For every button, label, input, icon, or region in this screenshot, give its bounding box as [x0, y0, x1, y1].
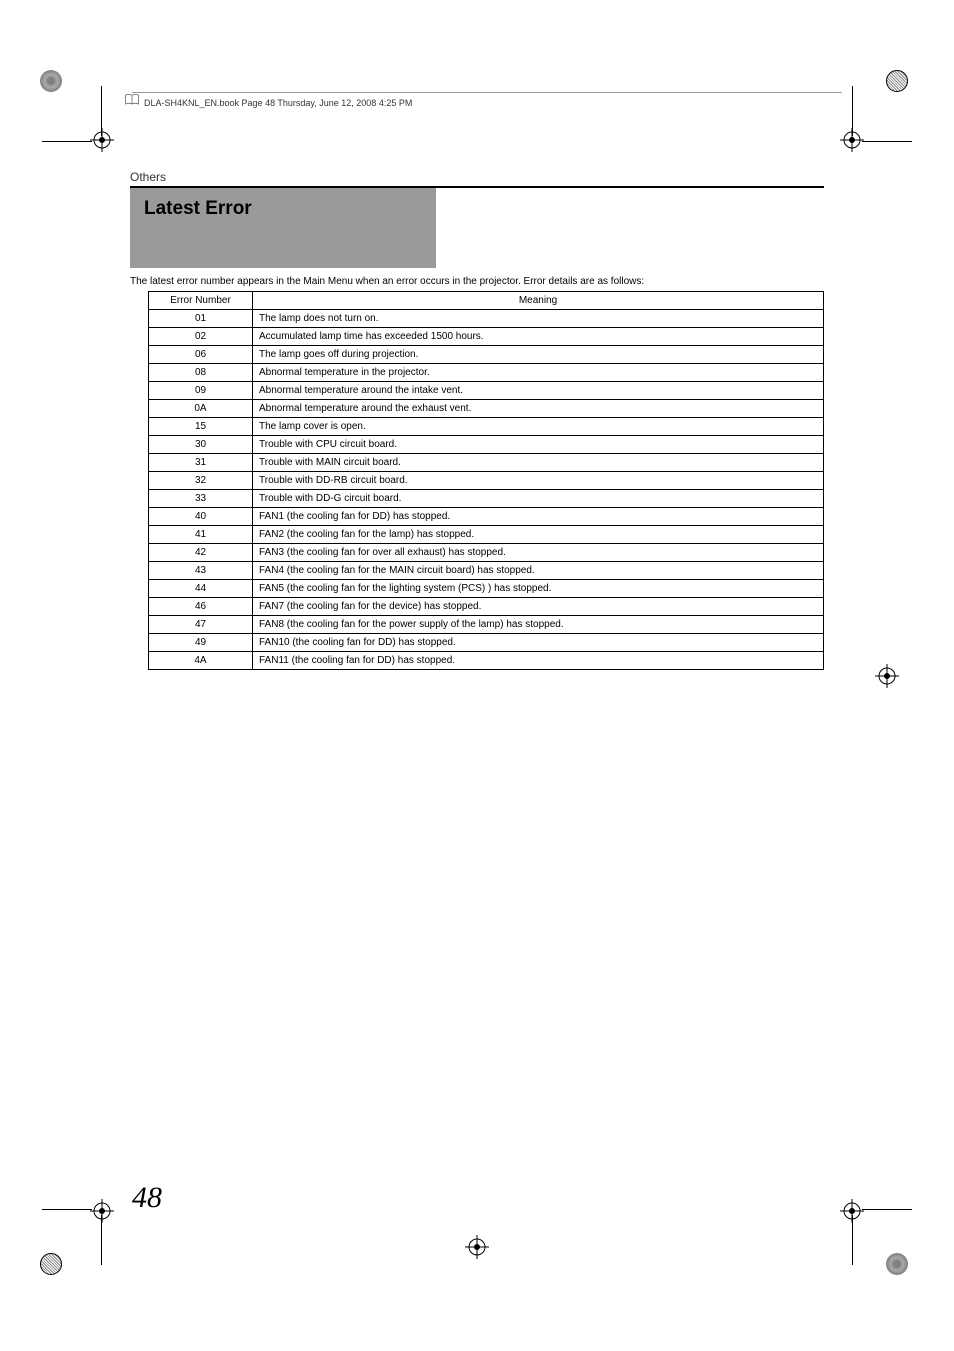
error-meaning-cell: Abnormal temperature around the intake v… — [253, 382, 824, 400]
table-row: 15The lamp cover is open. — [149, 418, 824, 436]
error-number-cell: 47 — [149, 616, 253, 634]
table-row: 42FAN3 (the cooling fan for over all exh… — [149, 544, 824, 562]
table-row: 40FAN1 (the cooling fan for DD) has stop… — [149, 508, 824, 526]
error-number-cell: 02 — [149, 328, 253, 346]
table-row: 08Abnormal temperature in the projector. — [149, 364, 824, 382]
table-row: 49FAN10 (the cooling fan for DD) has sto… — [149, 634, 824, 652]
table-row: 06The lamp goes off during projection. — [149, 346, 824, 364]
crop-mark-top-right — [886, 70, 914, 98]
crop-mark-bottom-right — [886, 1253, 914, 1281]
error-number-cell: 09 — [149, 382, 253, 400]
error-table: Error Number Meaning 01The lamp does not… — [148, 291, 824, 670]
error-number-cell: 44 — [149, 580, 253, 598]
error-number-cell: 43 — [149, 562, 253, 580]
error-meaning-cell: The lamp does not turn on. — [253, 310, 824, 328]
crop-mark-bottom-left — [40, 1253, 68, 1281]
error-meaning-cell: FAN1 (the cooling fan for DD) has stoppe… — [253, 508, 824, 526]
error-number-cell: 01 — [149, 310, 253, 328]
page-frame: DLA-SH4KNL_EN.book Page 48 Thursday, Jun… — [112, 92, 842, 1221]
error-meaning-cell: Trouble with DD-RB circuit board. — [253, 472, 824, 490]
table-row: 43FAN4 (the cooling fan for the MAIN cir… — [149, 562, 824, 580]
error-meaning-cell: The lamp goes off during projection. — [253, 346, 824, 364]
table-row: 46FAN7 (the cooling fan for the device) … — [149, 598, 824, 616]
registration-mark — [465, 1235, 489, 1259]
table-header: Meaning — [253, 292, 824, 310]
error-number-cell: 40 — [149, 508, 253, 526]
table-row: 01The lamp does not turn on. — [149, 310, 824, 328]
error-meaning-cell: Accumulated lamp time has exceeded 1500 … — [253, 328, 824, 346]
crop-line — [852, 86, 853, 136]
table-row: 02Accumulated lamp time has exceeded 150… — [149, 328, 824, 346]
error-meaning-cell: Abnormal temperature in the projector. — [253, 364, 824, 382]
error-number-cell: 46 — [149, 598, 253, 616]
error-meaning-cell: FAN3 (the cooling fan for over all exhau… — [253, 544, 824, 562]
page-number: 48 — [132, 1181, 162, 1215]
table-header: Error Number — [149, 292, 253, 310]
error-number-cell: 4A — [149, 652, 253, 670]
section-label: Others — [130, 170, 824, 184]
error-meaning-cell: FAN8 (the cooling fan for the power supp… — [253, 616, 824, 634]
registration-mark — [90, 1199, 114, 1223]
registration-mark — [875, 664, 899, 688]
error-meaning-cell: FAN2 (the cooling fan for the lamp) has … — [253, 526, 824, 544]
error-meaning-cell: FAN4 (the cooling fan for the MAIN circu… — [253, 562, 824, 580]
error-meaning-cell: Trouble with CPU circuit board. — [253, 436, 824, 454]
table-row: 33Trouble with DD-G circuit board. — [149, 490, 824, 508]
crop-line — [101, 86, 102, 136]
crop-line — [42, 141, 92, 142]
page-title: Latest Error — [144, 198, 252, 219]
title-bar: Latest Error — [130, 188, 436, 268]
intro-text: The latest error number appears in the M… — [130, 276, 824, 287]
header-filename: DLA-SH4KNL_EN.book Page 48 Thursday, Jun… — [144, 98, 412, 108]
error-meaning-cell: FAN10 (the cooling fan for DD) has stopp… — [253, 634, 824, 652]
crop-line — [862, 141, 912, 142]
table-row: 41FAN2 (the cooling fan for the lamp) ha… — [149, 526, 824, 544]
error-number-cell: 31 — [149, 454, 253, 472]
error-number-cell: 0A — [149, 400, 253, 418]
error-meaning-cell: Abnormal temperature around the exhaust … — [253, 400, 824, 418]
error-number-cell: 41 — [149, 526, 253, 544]
error-number-cell: 49 — [149, 634, 253, 652]
error-number-cell: 33 — [149, 490, 253, 508]
error-number-cell: 32 — [149, 472, 253, 490]
error-meaning-cell: The lamp cover is open. — [253, 418, 824, 436]
table-row: 44FAN5 (the cooling fan for the lighting… — [149, 580, 824, 598]
book-icon — [124, 93, 140, 112]
error-number-cell: 06 — [149, 346, 253, 364]
error-meaning-cell: FAN11 (the cooling fan for DD) has stopp… — [253, 652, 824, 670]
crop-line — [101, 1215, 102, 1265]
error-meaning-cell: FAN7 (the cooling fan for the device) ha… — [253, 598, 824, 616]
crop-line — [852, 1215, 853, 1265]
crop-line — [42, 1209, 92, 1210]
error-number-cell: 42 — [149, 544, 253, 562]
error-number-cell: 08 — [149, 364, 253, 382]
table-header-row: Error Number Meaning — [149, 292, 824, 310]
header-line: DLA-SH4KNL_EN.book Page 48 Thursday, Jun… — [132, 92, 842, 112]
page-content: Others Latest Error The latest error num… — [130, 170, 824, 670]
table-row: 4AFAN11 (the cooling fan for DD) has sto… — [149, 652, 824, 670]
crop-mark-top-left — [40, 70, 68, 98]
table-row: 09Abnormal temperature around the intake… — [149, 382, 824, 400]
error-meaning-cell: Trouble with DD-G circuit board. — [253, 490, 824, 508]
table-row: 31Trouble with MAIN circuit board. — [149, 454, 824, 472]
error-meaning-cell: Trouble with MAIN circuit board. — [253, 454, 824, 472]
error-number-cell: 30 — [149, 436, 253, 454]
table-row: 0AAbnormal temperature around the exhaus… — [149, 400, 824, 418]
registration-mark — [90, 128, 114, 152]
error-number-cell: 15 — [149, 418, 253, 436]
table-row: 47FAN8 (the cooling fan for the power su… — [149, 616, 824, 634]
error-meaning-cell: FAN5 (the cooling fan for the lighting s… — [253, 580, 824, 598]
crop-line — [862, 1209, 912, 1210]
table-row: 32Trouble with DD-RB circuit board. — [149, 472, 824, 490]
table-row: 30Trouble with CPU circuit board. — [149, 436, 824, 454]
